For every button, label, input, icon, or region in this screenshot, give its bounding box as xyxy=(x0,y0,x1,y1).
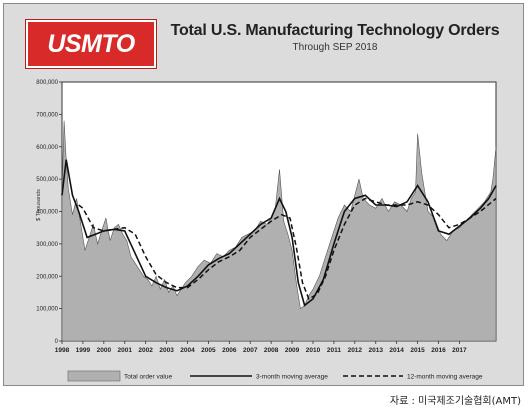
x-tick-label: 2007 xyxy=(243,347,258,354)
x-tick-label: 2009 xyxy=(285,347,300,354)
y-axis-label: $ Thousands xyxy=(36,189,42,221)
chart-title: Total U.S. Manufacturing Technology Orde… xyxy=(170,22,500,39)
x-tick-label: 2013 xyxy=(369,347,384,354)
x-tick-label: 2004 xyxy=(180,347,195,354)
logo-text: USMTO xyxy=(47,29,135,58)
y-tick-label: 600,000 xyxy=(36,145,58,151)
x-tick-label: 2002 xyxy=(138,347,153,354)
series-12-month-moving-average-line xyxy=(78,197,497,300)
y-tick-label: 100,000 xyxy=(36,307,58,313)
y-tick-label: 800,000 xyxy=(36,80,58,86)
x-tick-label: 2015 xyxy=(410,347,425,354)
x-tick-label: 2008 xyxy=(264,347,279,354)
x-tick-label: 2010 xyxy=(306,347,321,354)
x-tick-label: 2017 xyxy=(452,347,467,354)
y-tick-label: 500,000 xyxy=(36,177,58,183)
source-caption: 자료 : 미국제조기술협회(AMT) xyxy=(389,396,521,407)
x-tick-label: 2006 xyxy=(222,347,237,354)
x-tick-label: 2000 xyxy=(97,347,112,354)
x-tick-label: 2001 xyxy=(118,347,133,354)
x-tick-label: 1999 xyxy=(76,347,91,354)
x-tick-label: 2016 xyxy=(431,347,446,354)
legend-swatch-total-order-value xyxy=(67,370,121,382)
legend-label-12-month-moving-average: 12-month moving average xyxy=(407,374,483,381)
x-tick-label: 2014 xyxy=(389,347,404,354)
chart-subtitle: Through SEP 2018 xyxy=(292,42,378,53)
order-chart: 0 100,000 200,000 300,000 400,000 500,000 600,… xyxy=(36,80,497,382)
y-tick-label: 700,000 xyxy=(36,112,58,118)
y-tick-label: 400,000 xyxy=(36,210,58,216)
x-tick-label: 2003 xyxy=(159,347,174,354)
legend-label-3-month-moving-average: 3-month moving average xyxy=(256,374,328,381)
y-tick-label: 300,000 xyxy=(36,242,58,248)
legend-label-total-order-value: Total order value xyxy=(124,374,172,381)
series-3-month-moving-average-line xyxy=(61,159,497,307)
x-tick-label: 2005 xyxy=(201,347,216,354)
x-tick-label: 1998 xyxy=(55,347,70,354)
y-tick-label: 200,000 xyxy=(36,274,58,280)
y-tick-label: 0 xyxy=(55,339,59,345)
series-total-order-value-area xyxy=(61,120,497,342)
usmto-logo: USMTO xyxy=(26,20,156,68)
x-tick-label: 2011 xyxy=(327,347,341,354)
legend: Total order value 3-month moving average 1… xyxy=(67,370,483,382)
x-tick-label: 2012 xyxy=(348,347,363,354)
